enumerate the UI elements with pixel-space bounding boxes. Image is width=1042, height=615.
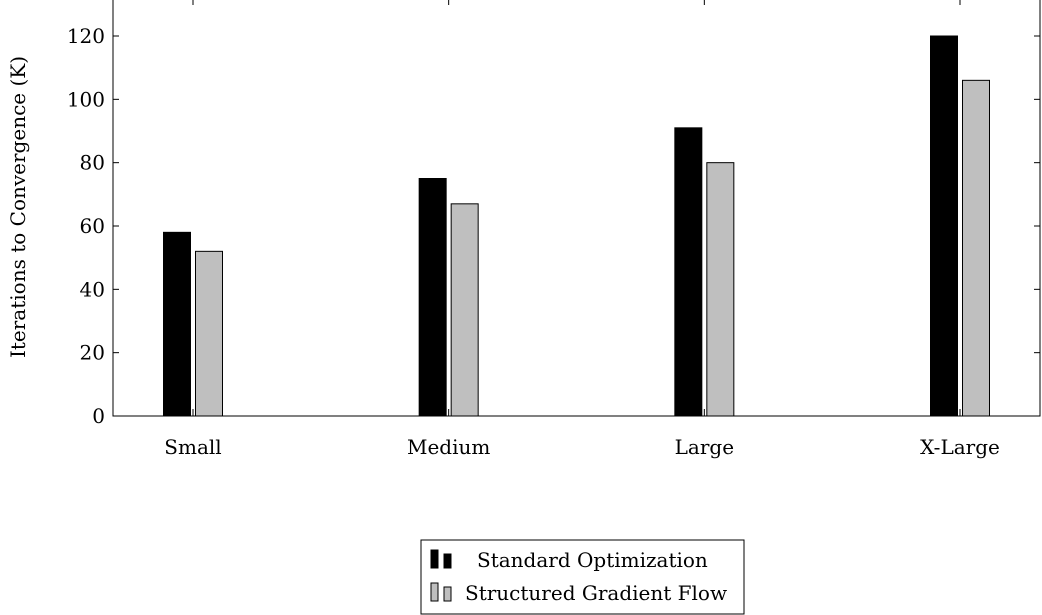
bar-standard-optimization xyxy=(163,231,191,417)
x-tick-label: Small xyxy=(164,435,221,459)
legend-label: Structured Gradient Flow xyxy=(465,581,727,605)
legend: Standard Optimization Structured Gradient… xyxy=(420,539,745,615)
plot-frame xyxy=(112,0,1041,417)
y-tick-label: 80 xyxy=(80,151,105,175)
legend-swatch-standard-optimization xyxy=(443,553,452,569)
legend-box xyxy=(420,539,745,615)
legend-swatch-structured-gradient-flow xyxy=(443,586,452,602)
bar-standard-optimization xyxy=(418,178,447,417)
y-tick-label: 120 xyxy=(67,24,105,48)
y-axis: 0 20 40 60 80 100 120 xyxy=(67,24,1040,428)
bar-standard-optimization xyxy=(930,35,958,417)
y-tick-label: 20 xyxy=(80,341,105,365)
x-tick-label: X-Large xyxy=(920,435,1000,459)
bars xyxy=(163,35,990,417)
bar-structured-gradient-flow xyxy=(962,79,990,417)
legend-swatch-standard-optimization xyxy=(430,549,439,569)
bar-structured-gradient-flow xyxy=(450,203,479,417)
plot-area xyxy=(112,0,1041,417)
legend-swatch-structured-gradient-flow xyxy=(430,582,439,602)
y-tick-label: 40 xyxy=(80,277,105,301)
bar-standard-optimization xyxy=(674,127,703,417)
y-axis-title: Iterations to Convergence (K) xyxy=(6,56,30,358)
y-tick-label: 100 xyxy=(67,87,105,111)
x-axis: Small Medium Large X-Large xyxy=(164,0,1000,459)
y-tick-label: 0 xyxy=(92,404,105,428)
bar-structured-gradient-flow xyxy=(195,250,223,417)
legend-label: Standard Optimization xyxy=(477,548,708,572)
x-tick-label: Medium xyxy=(407,435,490,459)
x-tick-label: Large xyxy=(675,435,734,459)
y-tick-label: 60 xyxy=(80,214,105,238)
bar-structured-gradient-flow xyxy=(706,162,735,417)
